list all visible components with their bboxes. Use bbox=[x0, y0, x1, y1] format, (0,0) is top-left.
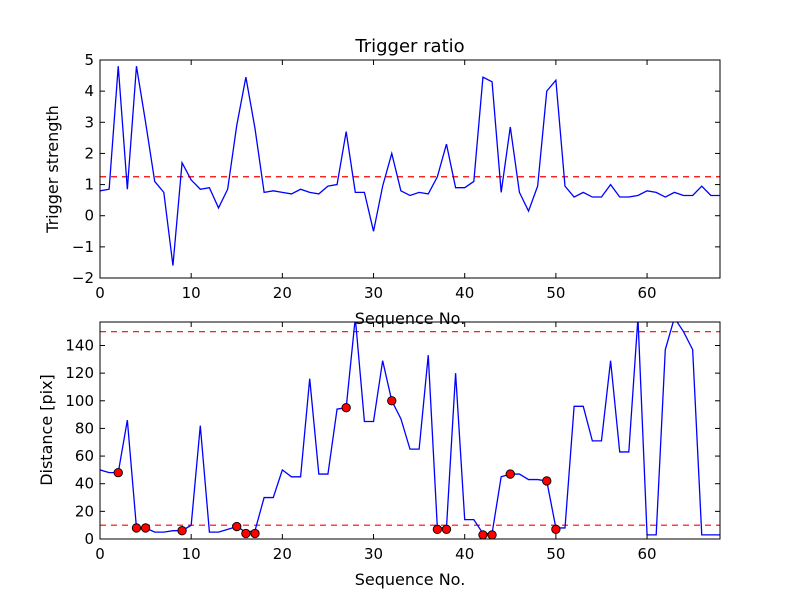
data-marker bbox=[241, 528, 251, 539]
x-tick-label: 0 bbox=[95, 284, 105, 302]
x-tick-label: 40 bbox=[455, 284, 474, 302]
y-axis-label: Trigger strength bbox=[43, 105, 62, 234]
plot-area bbox=[100, 322, 720, 539]
data-marker bbox=[387, 396, 397, 406]
data-marker bbox=[177, 526, 187, 536]
distance-chart: 0 10 20 30 40 50 60 0 20 40 60 80 100 120 140 Sequence… bbox=[37, 321, 721, 589]
data-marker bbox=[250, 528, 260, 539]
y-tick-label: 40 bbox=[75, 475, 94, 493]
x-tick-label: 30 bbox=[364, 284, 383, 302]
x-tick-label: 60 bbox=[638, 284, 657, 302]
y-tick-label: 100 bbox=[65, 392, 94, 410]
y-tick-label: 60 bbox=[75, 447, 94, 465]
data-marker bbox=[505, 469, 515, 479]
data-marker bbox=[542, 476, 552, 486]
data-marker bbox=[478, 530, 488, 539]
data-marker bbox=[432, 524, 443, 534]
y-axis-label: Distance [pix] bbox=[37, 374, 56, 486]
axis-ticks: 0 10 20 30 40 50 60 −2 −1 0 1 2 3 4 5 bbox=[72, 51, 720, 302]
x-tick-label: 20 bbox=[273, 545, 292, 563]
y-tick-label: 3 bbox=[84, 113, 94, 131]
axes-frame bbox=[99, 321, 721, 540]
y-tick-label: 1 bbox=[84, 176, 94, 194]
x-tick-label: 0 bbox=[95, 545, 105, 563]
data-marker bbox=[341, 403, 351, 413]
trigger-ratio-chart: Trigger ratio 0 10 20 30 40 50 60 −2 −1 0 1 2 3 4 5 Se… bbox=[43, 36, 721, 328]
x-tick-label: 60 bbox=[638, 545, 657, 563]
axes-frame bbox=[99, 59, 721, 279]
data-marker bbox=[232, 521, 242, 532]
y-tick-label: 120 bbox=[65, 364, 94, 382]
y-tick-label: 2 bbox=[84, 144, 94, 162]
data-marker bbox=[131, 523, 142, 533]
data-marker bbox=[140, 523, 151, 533]
y-tick-label: 140 bbox=[65, 336, 94, 354]
chart-title: Trigger ratio bbox=[354, 36, 464, 57]
y-tick-label: −1 bbox=[72, 238, 94, 256]
axis-ticks: 0 10 20 30 40 50 60 0 20 40 60 80 100 120 140 bbox=[65, 322, 720, 563]
data-marker bbox=[441, 524, 452, 534]
x-axis-label: Sequence No. bbox=[355, 570, 466, 589]
x-axis-label: Sequence No. bbox=[355, 309, 466, 328]
data-marker bbox=[487, 530, 497, 539]
x-tick-label: 10 bbox=[182, 545, 201, 563]
y-tick-label: 0 bbox=[84, 530, 94, 548]
x-tick-label: 10 bbox=[182, 284, 201, 302]
plot-area bbox=[100, 66, 720, 266]
x-tick-label: 50 bbox=[546, 545, 565, 563]
y-tick-label: 4 bbox=[84, 82, 94, 100]
series-line bbox=[100, 66, 720, 266]
y-tick-label: 80 bbox=[75, 419, 94, 437]
data-marker bbox=[551, 524, 561, 534]
x-tick-label: 40 bbox=[455, 545, 474, 563]
y-tick-label: 20 bbox=[75, 502, 94, 520]
x-tick-label: 30 bbox=[364, 545, 383, 563]
series-line bbox=[100, 322, 720, 536]
data-marker bbox=[113, 468, 123, 478]
y-tick-label: 0 bbox=[84, 207, 94, 225]
y-tick-label: −2 bbox=[72, 269, 94, 287]
x-tick-label: 50 bbox=[546, 284, 565, 302]
y-tick-label: 5 bbox=[84, 51, 94, 69]
x-tick-label: 20 bbox=[273, 284, 292, 302]
